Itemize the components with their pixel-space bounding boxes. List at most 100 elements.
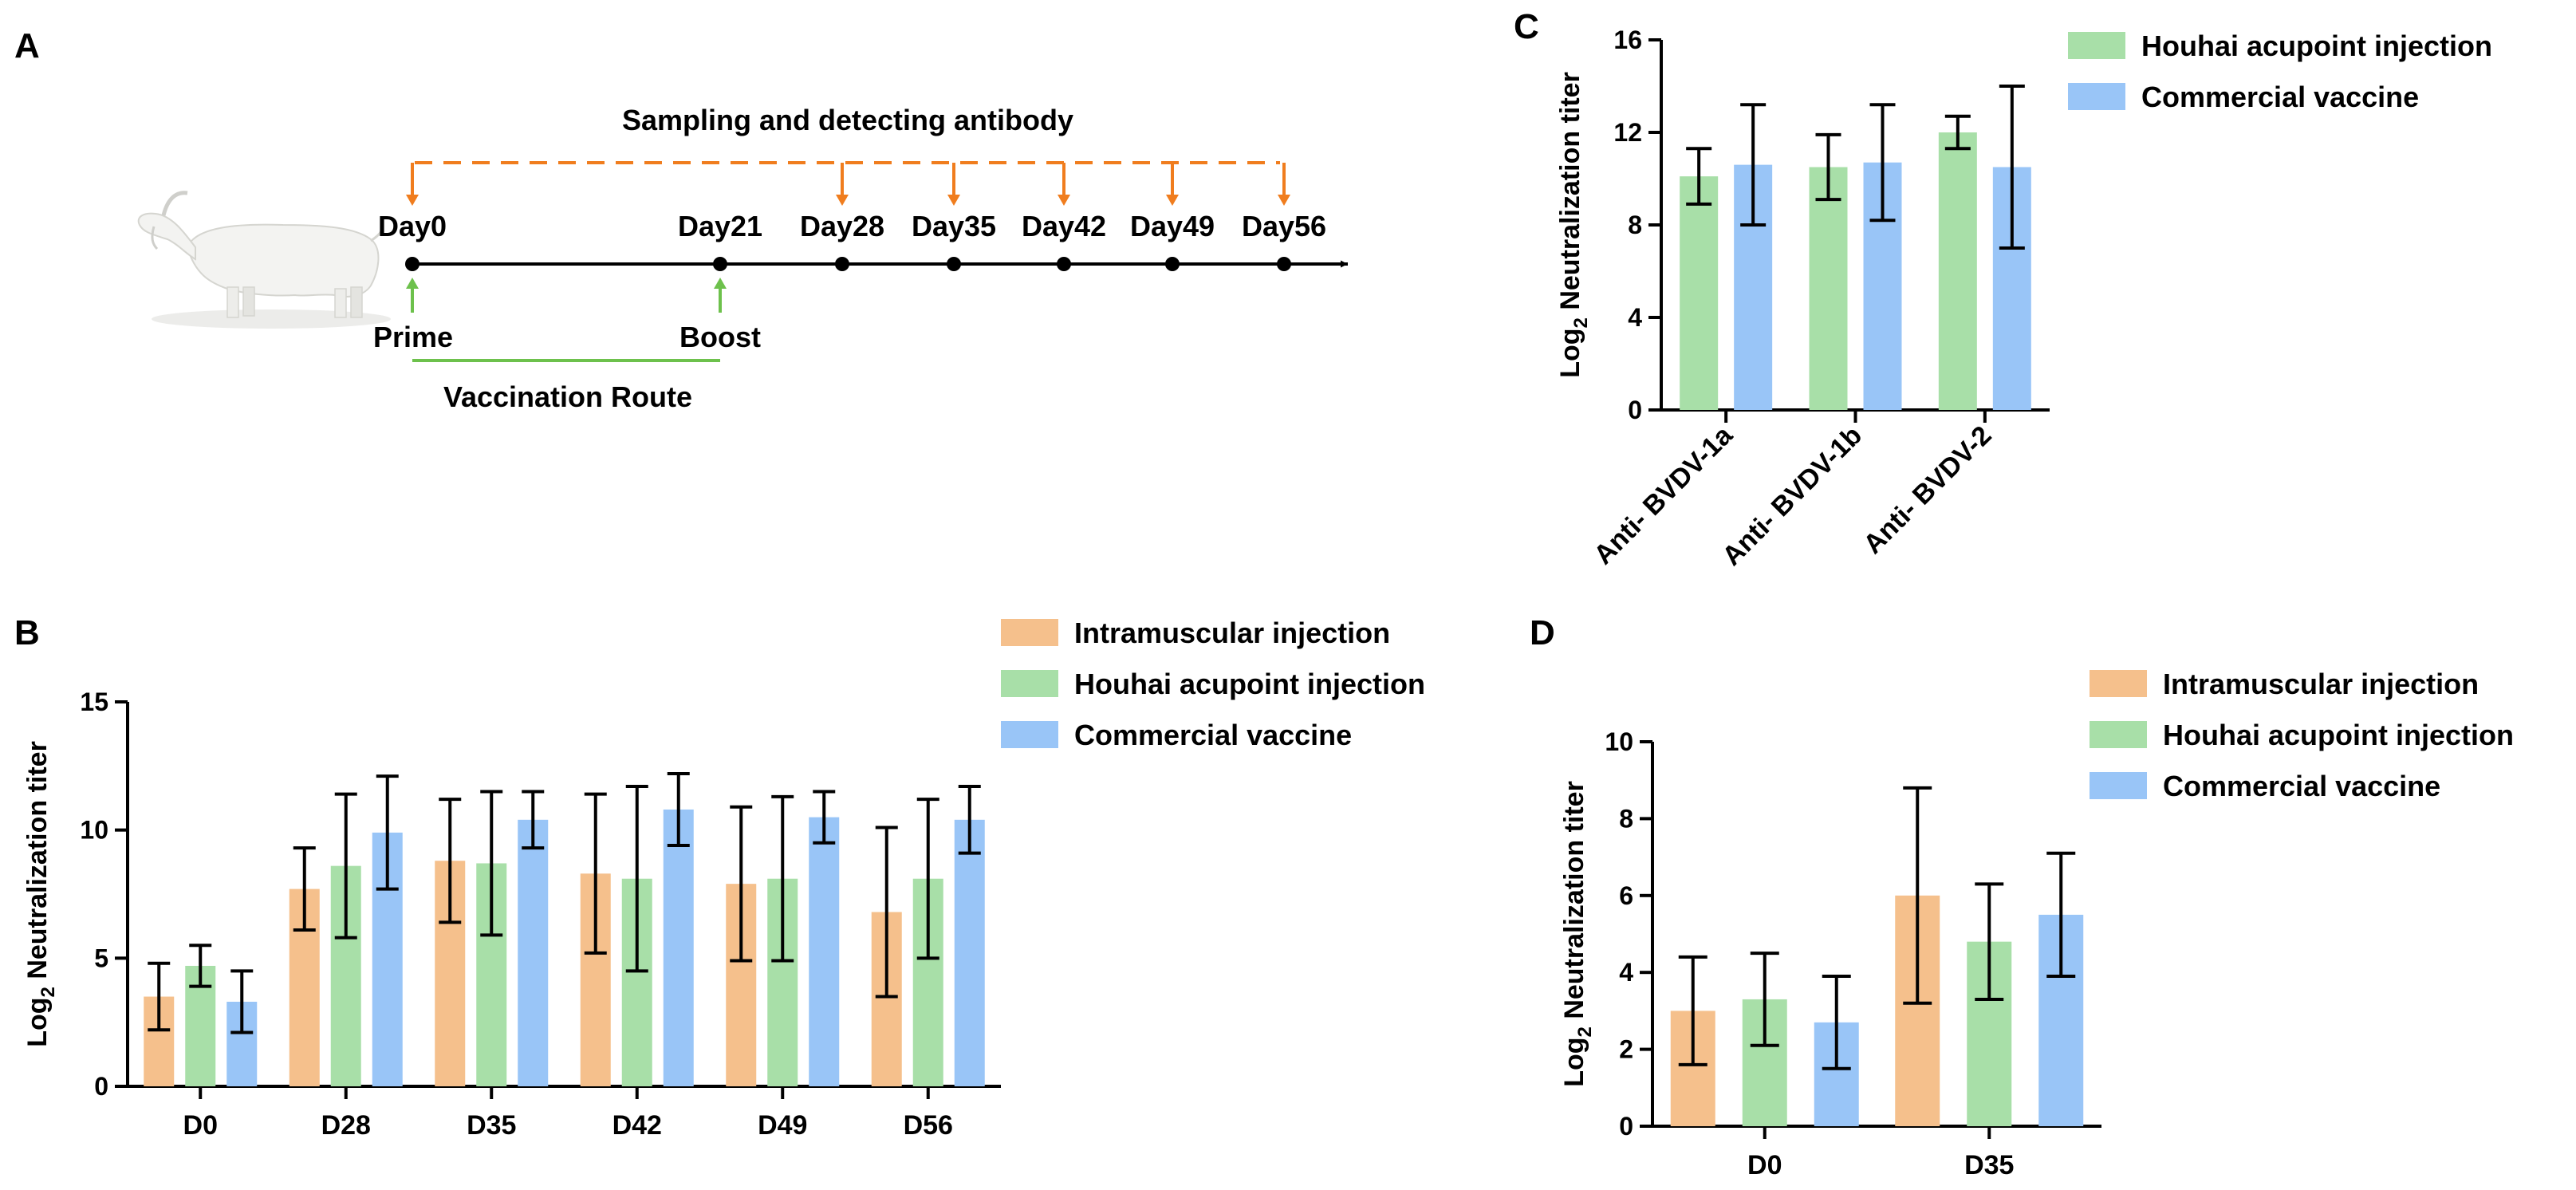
day-label-day42: Day42: [1022, 210, 1106, 242]
y-tick-label: 8: [1628, 211, 1642, 239]
y-axis-title: Log2 Neutralization titer: [22, 741, 59, 1047]
goat-shadow: [152, 309, 391, 329]
x-tick-label: D35: [1964, 1150, 2014, 1180]
vaccination-arrow-head-day21: [714, 278, 727, 289]
chart-c-neutralization-by-strain: 0 4 8 12 16 Log2 Neutralization titer Anti- BV…: [1555, 26, 2492, 572]
y-axis-title: Log2 Neutralization titer: [1559, 781, 1596, 1087]
day-label-day49: Day49: [1130, 210, 1215, 242]
goat-horn: [161, 191, 188, 216]
y-axis-title-rest: Neutralization titer: [22, 741, 53, 987]
legend-swatch: [2090, 772, 2147, 799]
day-label-day56: Day56: [1242, 210, 1326, 242]
panel-b-letter: B: [14, 613, 40, 652]
goat-leg-front-1: [226, 286, 239, 318]
y-tick-label: 4: [1619, 958, 1633, 987]
vaccination-arrow-head-day0: [406, 278, 419, 289]
legend-swatch: [2090, 721, 2147, 748]
y-tick-label: 6: [1619, 881, 1633, 910]
sampling-arrow-head-day0: [406, 195, 419, 206]
legend-swatch: [2068, 32, 2125, 59]
x-tick-label: D0: [183, 1110, 218, 1141]
goat-leg-back-2: [350, 286, 363, 318]
timeline-point-day35: [947, 257, 961, 271]
y-axis-title-base: Log: [1555, 328, 1585, 377]
y-axis-title: Log2 Neutralization titer: [1555, 72, 1592, 378]
y-axis-title-subscript: 2: [37, 987, 59, 997]
x-tick-label: Anti- BVDV-1b: [1716, 420, 1868, 572]
y-tick-label: 5: [94, 944, 108, 972]
day-labels: Day0 Day21 Day28 Day35 Day42 Day49 Day56: [378, 210, 1326, 242]
y-tick-label: 0: [1619, 1112, 1633, 1141]
legend-label: Houhai acupoint injection: [2141, 30, 2492, 62]
y-axis-title-base: Log: [22, 997, 53, 1046]
goat-leg-back-1: [334, 288, 347, 318]
bar-anti-bvdv-1b-s0: [1809, 167, 1848, 410]
legend-label: Commercial vaccine: [1074, 719, 1352, 751]
day-label-day35: Day35: [912, 210, 996, 242]
goat-tail: [370, 226, 384, 242]
timeline-points: [405, 257, 1291, 271]
y-tick-label: 15: [80, 688, 108, 716]
vaccination-arrows: [406, 278, 727, 313]
x-tick-label: D49: [758, 1110, 807, 1141]
legend-label: Commercial vaccine: [2141, 81, 2419, 113]
panel-a-letter: A: [14, 26, 40, 65]
day-label-day28: Day28: [800, 210, 884, 242]
vaccination-route-label: Vaccination Route: [443, 380, 692, 413]
y-tick-label: 12: [1613, 118, 1642, 147]
x-tick-label: D35: [467, 1110, 516, 1141]
panel-d-letter: D: [1530, 613, 1555, 652]
sampling-arrows: [406, 163, 1290, 206]
legend-label: Houhai acupoint injection: [2163, 719, 2514, 751]
legend-swatch: [2090, 670, 2147, 697]
y-axis-title-base: Log: [1559, 1037, 1589, 1086]
timeline-title: Sampling and detecting antibody: [622, 104, 1073, 136]
y-tick-label: 4: [1628, 303, 1642, 332]
x-tick-label: D42: [612, 1110, 662, 1141]
goat-head: [137, 212, 196, 261]
legend-label: Commercial vaccine: [2163, 770, 2440, 802]
panel-a-timeline: A Sampling and detecting antibody Day0 Da…: [14, 26, 1348, 413]
bar-d35-s2: [518, 819, 549, 1086]
bar-d56-s2: [954, 819, 985, 1086]
x-tick-label: D28: [321, 1110, 371, 1141]
goat-body: [186, 223, 380, 298]
timeline-point-day56: [1277, 257, 1291, 271]
y-tick-label: 16: [1613, 26, 1642, 54]
legend-swatch: [1001, 670, 1058, 697]
goat-illustration: [137, 191, 391, 329]
bar-d49-s2: [809, 817, 840, 1086]
y-axis-title-subscript: 2: [1570, 317, 1592, 328]
goat-beard: [151, 226, 159, 250]
timeline-point-day42: [1057, 257, 1071, 271]
y-tick-label: 0: [1628, 396, 1642, 424]
y-axis-title-subscript: 2: [1574, 1026, 1596, 1037]
x-tick-label: Anti- BVDV-1a: [1588, 420, 1739, 570]
legend-label: Intramuscular injection: [2163, 668, 2479, 700]
goat-leg-front-2: [242, 286, 255, 317]
boost-label: Boost: [679, 321, 761, 353]
x-tick-label: D0: [1747, 1150, 1782, 1180]
bar-d42-s2: [663, 809, 694, 1086]
legend-label: Intramuscular injection: [1074, 617, 1390, 649]
day-label-day21: Day21: [678, 210, 762, 242]
y-tick-label: 8: [1619, 804, 1633, 833]
bar-anti-bvdv-1a-s0: [1680, 176, 1719, 410]
timeline-point-day0: [405, 257, 419, 271]
legend-swatch: [1001, 721, 1058, 748]
timeline-point-day49: [1165, 257, 1180, 271]
sampling-arrow-head-day42: [1058, 195, 1070, 206]
sampling-arrow-head-day35: [947, 195, 960, 206]
x-tick-label: D56: [904, 1110, 953, 1141]
timeline-point-day28: [835, 257, 849, 271]
x-tick-label: Anti- BVDV-2: [1857, 420, 1997, 560]
y-axis-title-rest: Neutralization titer: [1555, 72, 1585, 317]
y-axis-title-rest: Neutralization titer: [1559, 781, 1589, 1026]
panel-c-letter: C: [1514, 7, 1539, 46]
y-tick-label: 2: [1619, 1035, 1633, 1064]
y-tick-label: 0: [94, 1072, 108, 1101]
legend-swatch: [1001, 619, 1058, 646]
y-tick-label: 10: [1605, 727, 1633, 756]
